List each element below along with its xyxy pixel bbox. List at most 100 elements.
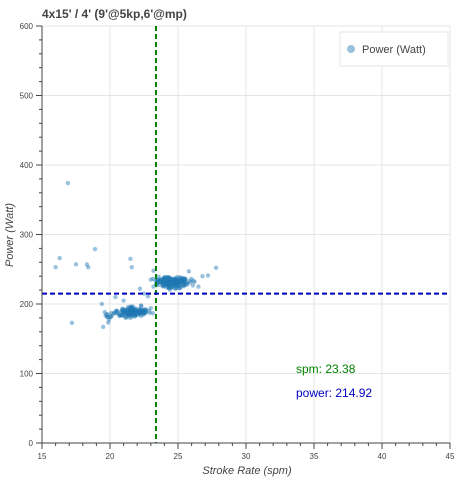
data-point (175, 283, 181, 288)
data-point (141, 291, 147, 296)
data-point (128, 308, 133, 314)
data-point (173, 282, 178, 288)
data-point (170, 282, 175, 287)
data-point (141, 308, 146, 313)
data-point (125, 309, 130, 314)
data-point (131, 310, 136, 315)
data-point (103, 313, 108, 318)
data-point (114, 308, 119, 313)
chart-title: 4x15' / 4' (9'@5kp,6'@mp) (42, 7, 187, 21)
data-point (130, 309, 135, 314)
data-point (166, 275, 172, 280)
data-point (181, 278, 186, 284)
data-point (166, 282, 171, 287)
data-point (130, 309, 136, 314)
data-point (129, 309, 135, 314)
data-point (177, 279, 182, 284)
data-point (129, 308, 134, 313)
data-point (164, 277, 169, 283)
data-point (172, 281, 178, 287)
data-point (173, 280, 179, 285)
data-point (126, 308, 131, 313)
data-point (101, 324, 106, 330)
data-point (127, 312, 133, 317)
data-point (166, 278, 171, 283)
data-point (168, 277, 174, 283)
data-point (104, 314, 110, 320)
data-point (122, 309, 128, 314)
x-tick-label: 40 (378, 452, 387, 461)
data-point (128, 256, 133, 262)
data-point (173, 280, 178, 285)
data-point (111, 311, 116, 316)
data-point (163, 281, 168, 286)
data-point (139, 303, 144, 309)
data-point (123, 315, 128, 321)
data-point (125, 314, 130, 319)
data-point (142, 310, 147, 315)
data-point (120, 309, 126, 314)
data-point (168, 282, 174, 287)
data-point (160, 284, 166, 289)
data-point (128, 311, 133, 317)
data-point (124, 311, 130, 317)
data-point (181, 278, 186, 284)
data-point (132, 311, 137, 317)
data-point (104, 311, 109, 317)
data-point (177, 282, 182, 287)
data-point (118, 313, 123, 318)
data-point (187, 278, 192, 284)
data-point (122, 310, 127, 315)
data-point (120, 306, 125, 311)
data-point (161, 281, 166, 286)
data-point (175, 278, 181, 284)
data-point (129, 264, 134, 270)
data-point (136, 309, 141, 314)
data-point (57, 255, 62, 261)
data-point (189, 276, 194, 282)
data-point (161, 278, 166, 283)
data-point (174, 278, 179, 283)
data-point (136, 311, 141, 316)
data-point (166, 275, 172, 280)
power-annotation: power: 214.92 (296, 386, 372, 400)
data-point (127, 315, 133, 321)
data-point (139, 310, 144, 316)
data-point (125, 311, 130, 316)
data-point (127, 306, 133, 312)
data-point (151, 284, 156, 289)
data-point (131, 309, 137, 314)
y-tick-label: 400 (20, 161, 34, 170)
data-point (162, 282, 167, 288)
data-point (173, 280, 178, 285)
data-point (177, 283, 182, 288)
data-point (141, 312, 146, 317)
data-point (107, 314, 113, 320)
data-point (127, 305, 132, 311)
data-point (106, 317, 112, 322)
data-point (120, 309, 125, 315)
data-point (140, 308, 146, 313)
data-point (132, 310, 137, 316)
data-point (129, 305, 134, 311)
legend-marker (347, 45, 355, 53)
data-point (164, 282, 169, 288)
data-point (188, 280, 193, 285)
data-point (186, 269, 192, 274)
data-point (119, 308, 125, 313)
data-point (170, 278, 176, 283)
x-axis-label: Stroke Rate (spm) (202, 465, 292, 477)
data-point (172, 280, 177, 285)
data-point (132, 314, 138, 319)
data-point (162, 274, 168, 280)
data-point (142, 307, 147, 312)
data-point (135, 309, 140, 314)
y-axis-label: Power (Watt) (4, 203, 16, 267)
data-point (167, 278, 172, 284)
data-point (130, 304, 136, 309)
data-point (105, 312, 111, 317)
data-point (173, 278, 179, 284)
data-point (165, 279, 170, 284)
spm-annotation: spm: 23.38 (296, 362, 356, 376)
data-point (173, 281, 179, 287)
